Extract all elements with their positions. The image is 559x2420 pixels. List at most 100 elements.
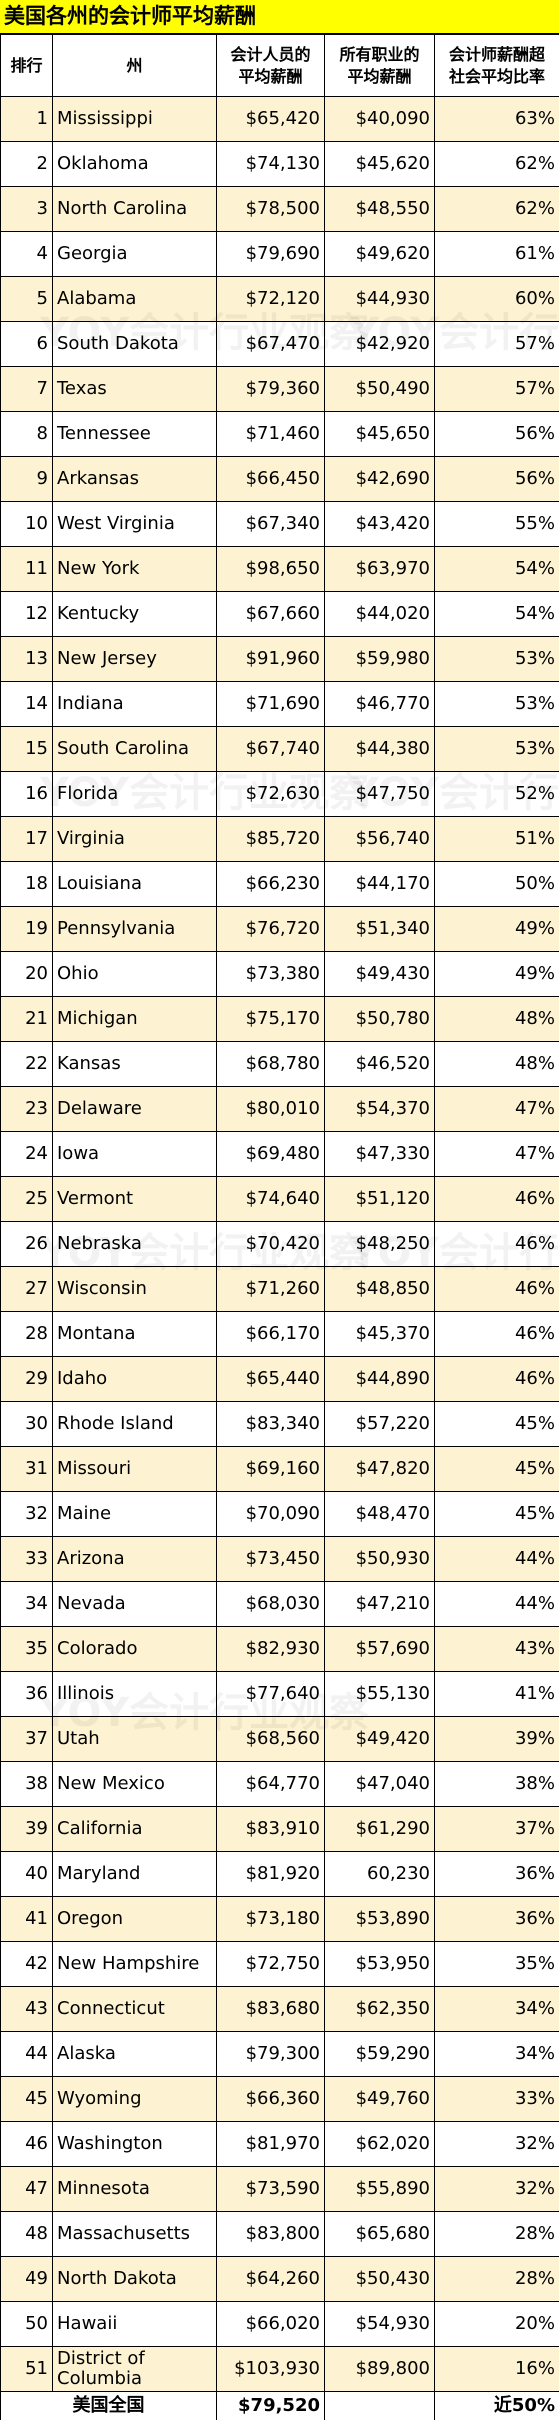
cell: $49,620 (324, 231, 435, 277)
cell: 40 (0, 1851, 53, 1897)
cell: $80,010 (216, 1086, 325, 1132)
table-row: 27 Wisconsin $71,260 $48,850 46% (0, 1266, 559, 1312)
cell: $48,850 (324, 1266, 435, 1312)
table-row: 37 Utah $68,560 $49,420 39% (0, 1716, 559, 1762)
cell: $83,910 (216, 1806, 325, 1852)
cell: $75,170 (216, 996, 325, 1042)
cell: 46% (434, 1311, 559, 1357)
cell: $53,890 (324, 1896, 435, 1942)
cell: 10 (0, 501, 53, 547)
cell: 45% (434, 1446, 559, 1492)
header-row: 排行州会计人员的 平均薪酬 所有职业的 平均薪酬 会计师薪酬超 社会平均比率 (0, 34, 559, 97)
cell: 7 (0, 366, 53, 412)
cell: $50,430 (324, 2256, 435, 2302)
cell: 42 (0, 1941, 53, 1987)
table-row: 8 Tennessee $71,460 $45,650 56% (0, 411, 559, 457)
cell: $44,380 (324, 726, 435, 772)
cell: 8 (0, 411, 53, 457)
cell: $55,130 (324, 1671, 435, 1717)
cell: 9 (0, 456, 53, 502)
table-row: 41 Oregon $73,180 $53,890 36% (0, 1896, 559, 1942)
cell: $74,130 (216, 141, 325, 187)
cell: $66,230 (216, 861, 325, 907)
cell: $70,420 (216, 1221, 325, 1267)
cell: Delaware (52, 1086, 217, 1132)
cell: District of Columbia (52, 2346, 217, 2392)
table-row: 47 Minnesota $73,590 $55,890 32% (0, 2166, 559, 2212)
header-cell: 会计师薪酬超 社会平均比率 (434, 34, 559, 97)
cell: Indiana (52, 681, 217, 727)
table-row: 18 Louisiana $66,230 $44,170 50% (0, 861, 559, 907)
cell: $69,480 (216, 1131, 325, 1177)
cell: 28% (434, 2256, 559, 2302)
footer-empty (324, 2391, 435, 2420)
footer-salary: $79,520 (216, 2391, 325, 2420)
cell: 44 (0, 2031, 53, 2077)
cell: $59,290 (324, 2031, 435, 2077)
cell: $48,250 (324, 1221, 435, 1267)
cell: 56% (434, 411, 559, 457)
cell: Georgia (52, 231, 217, 277)
cell: $70,090 (216, 1491, 325, 1537)
cell: $66,450 (216, 456, 325, 502)
table-row: 24 Iowa $69,480 $47,330 47% (0, 1131, 559, 1177)
cell: $71,690 (216, 681, 325, 727)
cell: $53,950 (324, 1941, 435, 1987)
cell: $49,420 (324, 1716, 435, 1762)
footer-ratio: 近50% (434, 2391, 559, 2420)
cell: South Dakota (52, 321, 217, 367)
cell: Arkansas (52, 456, 217, 502)
cell: Washington (52, 2121, 217, 2167)
cell: $61,290 (324, 1806, 435, 1852)
table-row: 50 Hawaii $66,020 $54,930 20% (0, 2301, 559, 2347)
cell: Maine (52, 1491, 217, 1537)
cell: $73,590 (216, 2166, 325, 2212)
cell: 17 (0, 816, 53, 862)
cell: 62% (434, 141, 559, 187)
table-row: 12 Kentucky $67,660 $44,020 54% (0, 591, 559, 637)
cell: $62,020 (324, 2121, 435, 2167)
cell: 57% (434, 366, 559, 412)
cell: $45,370 (324, 1311, 435, 1357)
table-row: 30 Rhode Island $83,340 $57,220 45% (0, 1401, 559, 1447)
table-row: 15 South Carolina $67,740 $44,380 53% (0, 726, 559, 772)
cell: 41 (0, 1896, 53, 1942)
table-row: 51 District of Columbia $103,930 $89,800 16% (0, 2346, 559, 2392)
cell: 29 (0, 1356, 53, 1402)
cell: 57% (434, 321, 559, 367)
table-row: 46 Washington $81,970 $62,020 32% (0, 2121, 559, 2167)
cell: Tennessee (52, 411, 217, 457)
cell: $64,260 (216, 2256, 325, 2302)
cell: $91,960 (216, 636, 325, 682)
cell: 47% (434, 1086, 559, 1132)
cell: $89,800 (324, 2346, 435, 2392)
table-row: 28 Montana $66,170 $45,370 46% (0, 1311, 559, 1357)
header-cell: 排行 (0, 34, 53, 97)
cell: $44,020 (324, 591, 435, 637)
cell: 2 (0, 141, 53, 187)
cell: 43 (0, 1986, 53, 2032)
cell: $50,780 (324, 996, 435, 1042)
cell: $47,750 (324, 771, 435, 817)
cell: 63% (434, 96, 559, 142)
cell: Massachusetts (52, 2211, 217, 2257)
cell: $83,680 (216, 1986, 325, 2032)
cell: 37% (434, 1806, 559, 1852)
cell: $76,720 (216, 906, 325, 952)
cell: Minnesota (52, 2166, 217, 2212)
cell: 61% (434, 231, 559, 277)
cell: 46% (434, 1356, 559, 1402)
cell: 24 (0, 1131, 53, 1177)
cell: $54,370 (324, 1086, 435, 1132)
cell: $64,770 (216, 1761, 325, 1807)
cell: $55,890 (324, 2166, 435, 2212)
cell: 54% (434, 591, 559, 637)
cell: $72,120 (216, 276, 325, 322)
table-row: 20 Ohio $73,380 $49,430 49% (0, 951, 559, 997)
cell: Hawaii (52, 2301, 217, 2347)
table-row: 16 Florida $72,630 $47,750 52% (0, 771, 559, 817)
cell: $71,260 (216, 1266, 325, 1312)
cell: 30 (0, 1401, 53, 1447)
cell: $73,380 (216, 951, 325, 997)
cell: $50,930 (324, 1536, 435, 1582)
